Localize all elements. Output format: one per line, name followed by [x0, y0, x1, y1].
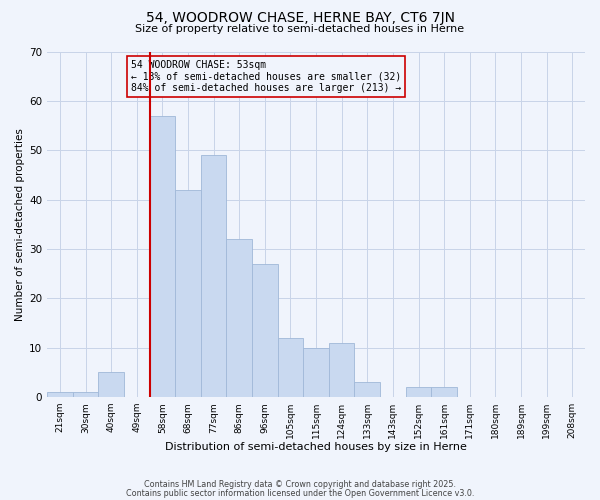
Text: Contains public sector information licensed under the Open Government Licence v3: Contains public sector information licen…: [126, 489, 474, 498]
Bar: [73, 392, 98, 397]
X-axis label: Distribution of semi-detached houses by size in Herne: Distribution of semi-detached houses by …: [165, 442, 467, 452]
Bar: [431, 387, 457, 397]
Bar: [47, 392, 73, 397]
Text: Size of property relative to semi-detached houses in Herne: Size of property relative to semi-detach…: [136, 24, 464, 34]
Bar: [98, 372, 124, 397]
Bar: [252, 264, 278, 397]
Text: 54 WOODROW CHASE: 53sqm
← 13% of semi-detached houses are smaller (32)
84% of se: 54 WOODROW CHASE: 53sqm ← 13% of semi-de…: [131, 60, 401, 94]
Text: 54, WOODROW CHASE, HERNE BAY, CT6 7JN: 54, WOODROW CHASE, HERNE BAY, CT6 7JN: [146, 11, 455, 25]
Y-axis label: Number of semi-detached properties: Number of semi-detached properties: [15, 128, 25, 320]
Bar: [355, 382, 380, 397]
Bar: [201, 155, 226, 397]
Bar: [278, 338, 303, 397]
Bar: [303, 348, 329, 397]
Bar: [329, 343, 355, 397]
Bar: [175, 190, 201, 397]
Text: Contains HM Land Registry data © Crown copyright and database right 2025.: Contains HM Land Registry data © Crown c…: [144, 480, 456, 489]
Bar: [406, 387, 431, 397]
Bar: [149, 116, 175, 397]
Bar: [226, 239, 252, 397]
